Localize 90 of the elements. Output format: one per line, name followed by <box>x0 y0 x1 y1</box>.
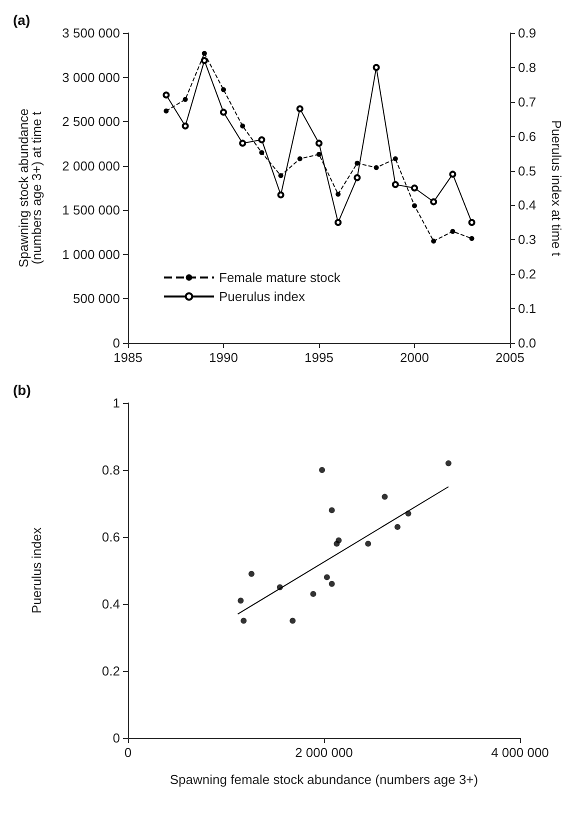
point <box>277 191 284 198</box>
y-tick-label: 1 <box>112 396 120 410</box>
y2-tick-label: 0.6 <box>518 128 536 144</box>
point <box>290 618 296 624</box>
point <box>392 181 399 188</box>
point <box>238 598 244 604</box>
y2-tick-label: 0.5 <box>518 163 536 178</box>
x-tick-label: 2 000 000 <box>295 745 353 760</box>
y-tick-label: 0.6 <box>102 530 120 544</box>
point <box>221 87 226 92</box>
x-tick-label: 1985 <box>114 350 142 365</box>
y2-tick-label: 0.3 <box>518 232 536 248</box>
y2-tick-label: 0.7 <box>518 94 536 110</box>
point <box>468 218 476 226</box>
y2-tick-label: 0.1 <box>518 301 536 316</box>
point <box>296 105 304 112</box>
y-tick-label: 0.4 <box>102 596 120 612</box>
chart-title: (b) <box>13 382 31 398</box>
point <box>334 218 342 226</box>
y2-axis-title: Puerulus index at time t <box>549 120 564 256</box>
chart-title: (a) <box>13 12 30 28</box>
legend-label: Female mature stock <box>219 270 341 285</box>
point <box>328 580 335 587</box>
point <box>162 92 170 98</box>
point <box>182 96 188 102</box>
point <box>316 152 322 157</box>
x-tick-label: 1990 <box>209 350 238 365</box>
point <box>412 203 417 208</box>
y-tick-label: 3 000 000 <box>62 70 120 85</box>
point <box>392 156 398 162</box>
point <box>334 540 340 547</box>
point <box>365 540 372 547</box>
x-tick-label: 2005 <box>496 350 524 365</box>
y-tick-label: 0 <box>112 730 120 746</box>
point <box>259 150 264 156</box>
x-tick-label: 2000 <box>400 350 429 365</box>
point <box>469 236 474 241</box>
y-tick-label: 2 500 000 <box>62 114 120 130</box>
point <box>431 238 436 244</box>
point <box>374 165 379 170</box>
point <box>324 574 330 580</box>
y-tick-label: 3 500 000 <box>62 26 120 40</box>
y-axis-title: Spawning stock abundance (numbers age 3+) at time t <box>16 108 44 268</box>
y-tick-label: 0 <box>112 336 120 350</box>
y2-tick-label: 0.8 <box>518 60 536 75</box>
y-tick-label: 2 000 000 <box>62 158 120 174</box>
point <box>405 510 412 517</box>
point <box>394 524 400 530</box>
x-axis-title: Spawning female stock abundance (numbers age 3+) <box>170 772 478 787</box>
point <box>239 140 246 147</box>
y2-tick-label: 0.4 <box>518 198 536 213</box>
point <box>450 228 456 234</box>
x-tick-label: 0 <box>124 745 132 760</box>
x-tick-label: 1995 <box>304 350 334 365</box>
y-tick-label: 0.8 <box>102 462 120 478</box>
point <box>382 494 388 500</box>
point <box>430 198 438 206</box>
x-tick-label: 4 000 000 <box>491 745 549 760</box>
point <box>164 108 169 114</box>
point <box>240 618 247 624</box>
point <box>202 50 207 56</box>
y-tick-label: 1 000 000 <box>62 246 120 262</box>
point <box>258 136 266 144</box>
point <box>372 64 380 71</box>
point <box>276 584 283 590</box>
point <box>336 192 341 197</box>
point <box>220 108 227 116</box>
point <box>328 507 335 514</box>
point <box>248 570 254 577</box>
point <box>182 122 189 130</box>
point <box>411 184 418 192</box>
y-tick-label: 0.2 <box>102 664 120 678</box>
point <box>449 170 456 178</box>
point <box>278 173 284 178</box>
y2-tick-label: 0.2 <box>518 266 536 282</box>
point <box>445 460 452 466</box>
legend-label: Puerulus index <box>219 289 306 304</box>
y-tick-label: 500 000 <box>73 291 120 306</box>
point <box>354 160 360 166</box>
point <box>297 156 302 162</box>
point <box>354 174 361 182</box>
point <box>310 590 316 597</box>
point <box>316 140 322 147</box>
point <box>240 124 246 128</box>
y-tick-label: 1 500 000 <box>62 202 120 218</box>
y2-tick-label: 0.9 <box>518 26 536 40</box>
y-axis-title: Puerulus index <box>29 527 44 614</box>
point <box>319 467 326 473</box>
point <box>200 57 208 64</box>
y2-tick-label: 0.0 <box>518 336 536 350</box>
